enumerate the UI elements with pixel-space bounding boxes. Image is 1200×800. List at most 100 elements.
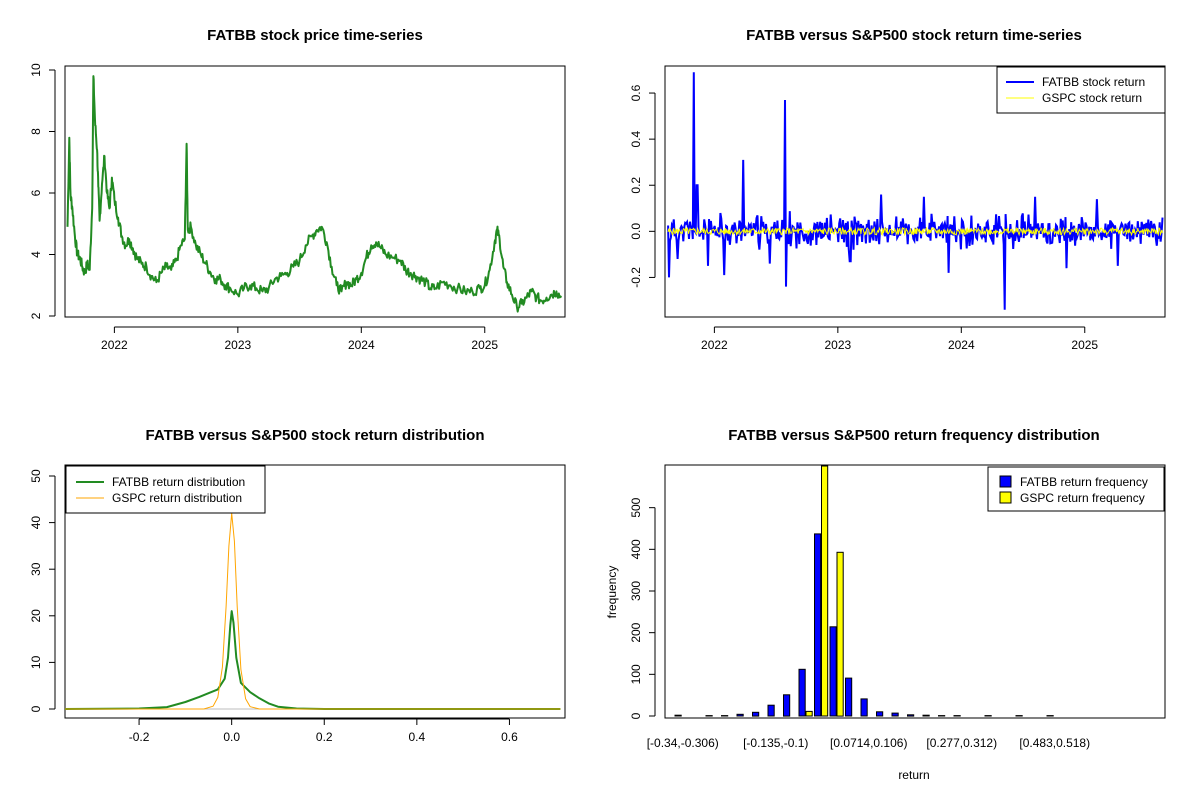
returns-x-tick-label: 2025 <box>1071 338 1098 352</box>
fatbb-frequency-bar <box>860 698 868 717</box>
price-title: FATBB stock price time-series <box>207 27 423 44</box>
price-x-axis: 2022 2023 2024 2025 <box>101 326 498 352</box>
fatbb-frequency-bar <box>674 714 682 717</box>
density-legend-label-gspc: GSPC return distribution <box>112 491 242 505</box>
fatbb-frequency-bar <box>829 626 837 717</box>
gspc-frequency-bar <box>821 465 829 717</box>
histogram-title: FATBB versus S&P500 return frequency dis… <box>728 427 1099 444</box>
returns-x-axis: 2022 2023 2024 2025 <box>701 326 1098 352</box>
returns-x-tick-label: 2023 <box>824 338 851 352</box>
price-line <box>66 75 563 313</box>
histogram-legend-box <box>987 466 1165 512</box>
histogram-x-tick-label: [0.0714,0.106) <box>830 736 907 750</box>
price-panel: FATBB stock price time-series 2022 2023 20… <box>29 27 566 352</box>
fatbb-density-line <box>64 610 561 710</box>
price-y-axis: 2 4 6 8 10 <box>29 63 56 319</box>
histogram-y-tick-label: 300 <box>629 581 643 601</box>
price-y-tick-label: 8 <box>29 128 43 135</box>
price-x-tick-label: 2022 <box>101 338 128 352</box>
density-y-tick-label: 20 <box>29 609 43 623</box>
histogram-y-tick-label: 500 <box>629 497 643 517</box>
histogram-y-axis: 0 100 200 300 400 500 <box>629 497 656 719</box>
histogram-legend-swatch-gspc <box>999 491 1012 504</box>
price-x-tick-label: 2023 <box>224 338 251 352</box>
density-series <box>64 512 561 710</box>
price-y-tick-label: 6 <box>29 189 43 196</box>
returns-panel: FATBB versus S&P500 stock return time-se… <box>629 27 1166 352</box>
fatbb-frequency-bar <box>736 713 744 717</box>
histogram-panel: FATBB versus S&P500 return frequency dis… <box>605 427 1166 782</box>
density-y-axis: 0 10 20 30 40 50 <box>29 469 56 712</box>
price-plot-box <box>64 65 566 318</box>
returns-y-tick-label: 0.4 <box>629 130 643 147</box>
histogram-x-label: return <box>898 768 929 782</box>
density-x-tick-label: 0.0 <box>223 730 240 744</box>
price-y-tick-label: 4 <box>29 251 43 258</box>
fatbb-frequency-bar <box>845 677 853 717</box>
density-y-tick-label: 40 <box>29 516 43 530</box>
fatbb-frequency-bar <box>891 712 899 717</box>
density-legend: FATBB return distribution GSPC return di… <box>65 465 266 514</box>
histogram-x-tick-label: [-0.34,-0.306) <box>647 736 719 750</box>
histogram-legend-swatch-fatbb <box>999 475 1012 488</box>
density-y-tick-label: 50 <box>29 469 43 483</box>
density-legend-label-fatbb: FATBB return distribution <box>112 475 245 489</box>
returns-legend: FATBB stock return GSPC stock return <box>996 66 1166 114</box>
fatbb-frequency-bar <box>783 694 791 717</box>
fatbb-frequency-bar <box>876 711 884 717</box>
histogram-y-tick-label: 100 <box>629 664 643 684</box>
returns-x-tick-label: 2024 <box>948 338 975 352</box>
density-x-axis: -0.2 0.0 0.2 0.4 0.6 <box>129 718 518 744</box>
returns-legend-label-fatbb: FATBB stock return <box>1042 75 1145 89</box>
density-x-tick-label: 0.4 <box>409 730 426 744</box>
returns-y-axis: -0.2 0.0 0.2 0.4 0.6 <box>629 84 656 288</box>
price-x-tick-label: 2024 <box>348 338 375 352</box>
histogram-plot-box <box>664 464 1166 719</box>
histogram-x-axis: [-0.34,-0.306) [-0.135,-0.1) [0.0714,0.106… <box>647 736 1090 750</box>
histogram-y-tick-label: 0 <box>629 712 643 719</box>
returns-y-tick-label: 0.0 <box>629 223 643 240</box>
density-x-tick-label: 0.6 <box>501 730 518 744</box>
returns-y-tick-label: -0.2 <box>629 267 643 288</box>
fatbb-frequency-bar <box>752 711 760 717</box>
density-x-tick-label: -0.2 <box>129 730 150 744</box>
density-y-tick-label: 0 <box>29 705 43 712</box>
density-y-tick-label: 30 <box>29 562 43 576</box>
histogram-y-tick-label: 400 <box>629 539 643 559</box>
density-title: FATBB versus S&P500 stock return distrib… <box>146 427 485 444</box>
histogram-x-tick-label: [-0.135,-0.1) <box>743 736 808 750</box>
returns-legend-label-gspc: GSPC stock return <box>1042 91 1142 105</box>
histogram-legend-label-gspc: GSPC return frequency <box>1020 491 1145 505</box>
histogram-bars <box>674 465 1054 717</box>
gspc-frequency-bar <box>836 551 844 717</box>
histogram-legend-label-fatbb: FATBB return frequency <box>1020 475 1148 489</box>
price-y-tick-label: 2 <box>29 312 43 319</box>
histogram-y-tick-label: 200 <box>629 622 643 642</box>
fatbb-frequency-bar <box>767 704 775 717</box>
histogram-legend: FATBB return frequency GSPC return frequ… <box>987 466 1165 512</box>
density-plot-box <box>64 464 566 719</box>
histogram-x-tick-label: [0.277,0.312) <box>926 736 997 750</box>
fatbb-frequency-bar <box>798 668 806 717</box>
fatbb-frequency-bar <box>814 533 822 717</box>
gspc-frequency-bar <box>805 710 813 717</box>
returns-title: FATBB versus S&P500 stock return time-se… <box>746 27 1082 44</box>
returns-plot-box <box>664 65 1166 318</box>
density-legend-box <box>65 465 266 514</box>
gspc-return-line <box>667 226 1163 237</box>
fatbb-frequency-bar <box>907 714 915 717</box>
gspc-density-line <box>65 512 561 710</box>
price-y-tick-label: 10 <box>29 63 43 77</box>
price-series <box>66 75 563 313</box>
returns-series <box>667 72 1164 310</box>
histogram-x-tick-label: [0.483,0.518) <box>1019 736 1090 750</box>
density-y-tick-label: 10 <box>29 655 43 669</box>
density-panel: FATBB versus S&P500 stock return distrib… <box>29 427 566 744</box>
returns-y-tick-label: 0.2 <box>629 177 643 194</box>
histogram-y-label: frequency <box>605 566 619 619</box>
price-x-tick-label: 2025 <box>471 338 498 352</box>
density-x-tick-label: 0.2 <box>316 730 333 744</box>
returns-legend-box <box>996 66 1166 114</box>
